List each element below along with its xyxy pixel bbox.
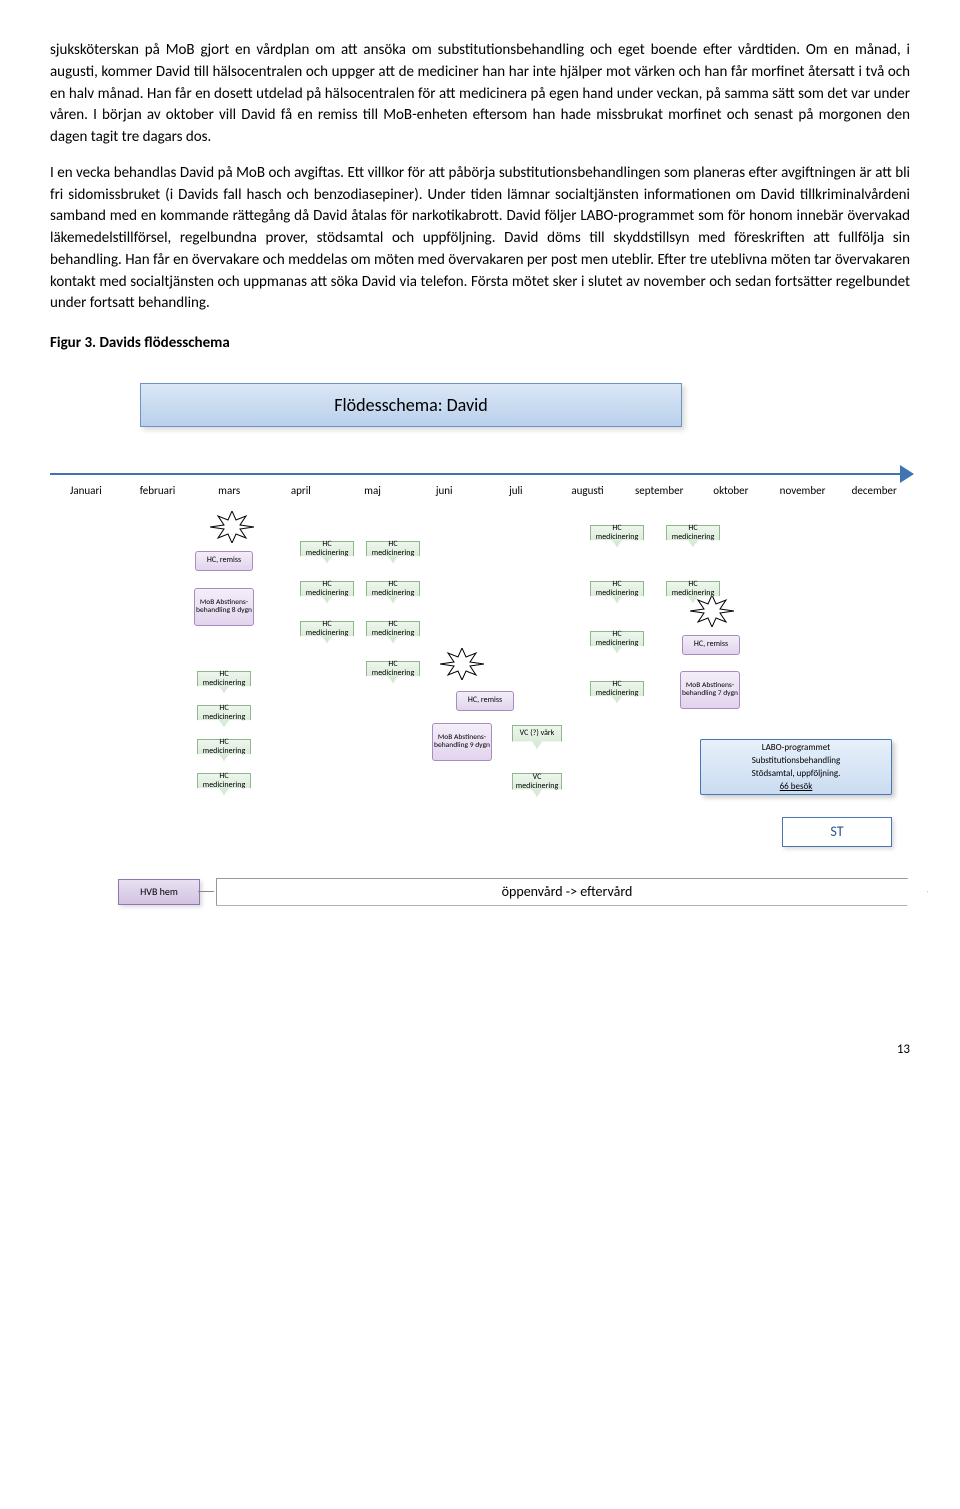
connector-line xyxy=(198,891,214,892)
labo-line3: Stödsamtal, uppföljning. xyxy=(701,767,891,780)
mob-node-3: MoB Abstinens-behandling 7 dygn xyxy=(680,671,740,709)
figure-title: Figur 3. Davids flödesschema xyxy=(50,333,910,355)
month-maj: maj xyxy=(337,483,409,499)
flow-title-text: Flödesschema: David xyxy=(334,392,487,418)
hc-remiss-node: HC, remiss xyxy=(456,691,514,711)
hc-node: HC medicinering xyxy=(197,705,251,727)
labo-line2: Substitutionsbehandling xyxy=(701,754,891,767)
openvard-arrow: öppenvård -> eftervård xyxy=(216,878,928,906)
hc-remiss-node: HC, remiss xyxy=(682,635,740,655)
month-jul: juli xyxy=(480,483,552,499)
hc-node: HC medicinering xyxy=(300,581,354,603)
month-jan: Januari xyxy=(50,483,122,499)
mob-node-1: MoB Abstinens-behandling 8 dygn xyxy=(194,588,254,626)
hc-node: HC medicinering xyxy=(666,525,720,547)
mob-node-2: MoB Abstinens-behandling 9 dygn xyxy=(432,723,492,761)
hc-node: HC medicinering xyxy=(197,671,251,693)
month-jun: juni xyxy=(408,483,480,499)
labo-box: LABO-programmet Substitutionsbehandling … xyxy=(700,739,892,795)
flow-title-bar: Flödesschema: David xyxy=(140,383,682,427)
flowchart-container: Flödesschema: David Januari februari mar… xyxy=(50,383,910,1023)
paragraph-1: sjuksköterskan på MoB gjort en vårdplan … xyxy=(50,40,910,149)
labo-line1: LABO-programmet xyxy=(701,741,891,754)
labo-line4: 66 besök xyxy=(701,780,891,793)
timeline-arrow-line xyxy=(50,473,900,475)
hc-node: HC medicinering xyxy=(197,773,251,795)
paragraph-2: I en vecka behandlas David på MoB och av… xyxy=(50,163,910,315)
hc-node: HC medicinering xyxy=(300,541,354,563)
hc-node: HC medicinering xyxy=(197,739,251,761)
hc-node: HC medicinering xyxy=(366,581,420,603)
hc-node: HC medicinering xyxy=(366,541,420,563)
month-feb: februari xyxy=(122,483,194,499)
hc-node: HC medicinering xyxy=(590,581,644,603)
hc-node: HC medicinering xyxy=(590,525,644,547)
vc-med-node: VC medicinering xyxy=(512,773,562,797)
vc-vark-node: VC (?) värk xyxy=(512,725,562,749)
st-box: ST xyxy=(782,817,892,847)
burst-icon xyxy=(210,511,254,543)
month-okt: oktober xyxy=(695,483,767,499)
hc-node: HC medicinering xyxy=(366,661,420,683)
burst-icon xyxy=(690,595,734,627)
hc-node: HC medicinering xyxy=(590,631,644,653)
hvb-box: HVB hem xyxy=(118,879,200,905)
month-sep: september xyxy=(623,483,695,499)
timeline-arrow-head xyxy=(900,465,914,483)
month-mar: mars xyxy=(193,483,265,499)
hc-node: HC medicinering xyxy=(300,621,354,643)
hc-node: HC medicinering xyxy=(366,621,420,643)
month-nov: november xyxy=(767,483,839,499)
hc-node: HC medicinering xyxy=(590,681,644,703)
hc-remiss-node: HC, remiss xyxy=(195,551,253,571)
month-aug: augusti xyxy=(552,483,624,499)
page-number: 13 xyxy=(50,1041,910,1060)
timeline-months: Januari februari mars april maj juni jul… xyxy=(50,483,910,499)
month-dec: december xyxy=(838,483,910,499)
burst-icon xyxy=(440,648,484,680)
month-apr: april xyxy=(265,483,337,499)
